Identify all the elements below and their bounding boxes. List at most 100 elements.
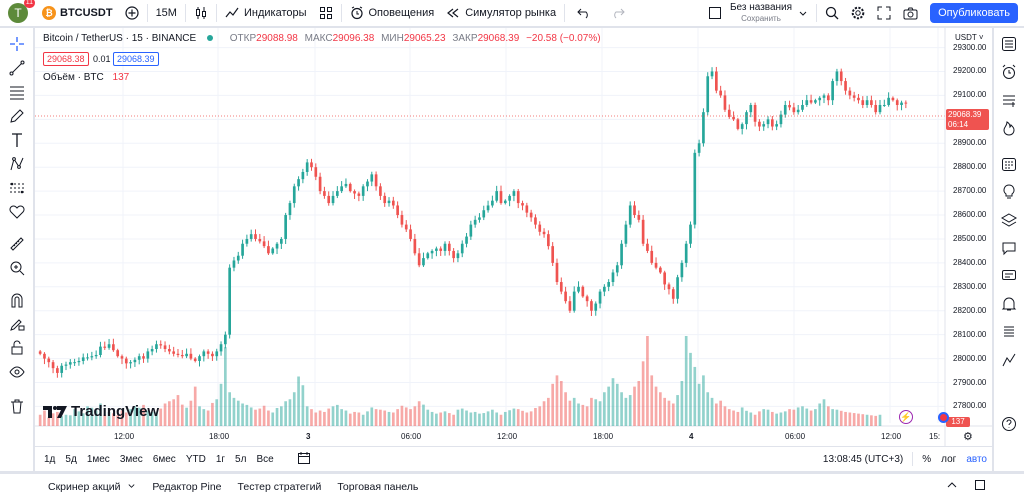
buy-price-box[interactable]: 29068.39	[113, 52, 159, 66]
range-button[interactable]: Все	[256, 453, 274, 465]
sell-price-box[interactable]: 29068.38	[43, 52, 89, 66]
data-window-icon[interactable]	[999, 90, 1019, 110]
tab-pine-editor[interactable]: Редактор Pine	[152, 480, 222, 493]
heart-icon[interactable]	[7, 202, 27, 222]
interval-button[interactable]: 15M	[150, 0, 183, 27]
volume-bar	[844, 411, 847, 426]
range-button[interactable]: 5л	[235, 453, 247, 465]
pattern-tool-icon[interactable]	[7, 154, 27, 174]
text-tool-icon[interactable]	[7, 130, 27, 150]
undo-button[interactable]	[567, 0, 601, 27]
range-button[interactable]: 6мес	[152, 453, 176, 465]
lock-icon[interactable]	[7, 338, 27, 358]
publish-button[interactable]: Опубликовать	[930, 3, 1018, 23]
volume-bar	[874, 415, 878, 426]
depth-icon[interactable]	[999, 350, 1019, 370]
candlestick-chart[interactable]	[35, 28, 992, 446]
volume-bar	[68, 415, 72, 426]
chat-icon[interactable]	[999, 238, 1019, 258]
messages-icon[interactable]	[999, 266, 1019, 286]
layers-icon[interactable]	[999, 210, 1019, 230]
range-button[interactable]: 3мес	[119, 453, 143, 465]
trash-icon[interactable]	[7, 396, 27, 416]
symbol-search-button[interactable]: ₿ BTCUSDT	[36, 0, 119, 27]
lock-drawings-pencil-icon[interactable]	[7, 314, 27, 334]
candle-body	[680, 262, 684, 278]
magnet-icon[interactable]	[7, 290, 27, 310]
snapshot-button[interactable]	[897, 0, 924, 27]
clock-timezone[interactable]: 13:08:45 (UTC+3)	[822, 453, 904, 465]
chart-type-button[interactable]	[188, 0, 214, 27]
volume-bar	[327, 408, 331, 426]
volume-label[interactable]: Объём · BTC	[43, 72, 104, 83]
fullscreen-button[interactable]	[871, 0, 897, 27]
chart-pane[interactable]: Bitcoin / TetherUS · 15 · BINANCE ОТКР29…	[35, 28, 992, 471]
range-button[interactable]: 5д	[65, 453, 77, 465]
range-button[interactable]: 1мес	[86, 453, 110, 465]
indicators-icon	[225, 7, 239, 18]
calendar-icon[interactable]	[999, 154, 1019, 174]
bottom-panel: Скринер акций Редактор Pine Тестер страт…	[0, 473, 1024, 499]
bell-icon[interactable]	[999, 294, 1019, 314]
axis-settings-icon[interactable]: ⚙	[963, 431, 973, 443]
gear-icon	[851, 6, 865, 20]
candle-body	[409, 229, 412, 239]
candle-body	[689, 224, 692, 244]
divider	[184, 4, 186, 22]
lightning-icon[interactable]: ⚡	[899, 410, 913, 424]
watchlist-icon[interactable]	[999, 34, 1019, 54]
candle-body	[693, 152, 697, 225]
percent-toggle[interactable]: %	[922, 453, 932, 465]
search-button[interactable]	[819, 0, 845, 27]
zoom-in-icon[interactable]	[7, 258, 27, 278]
range-button[interactable]: 1д	[44, 453, 56, 465]
help-icon[interactable]	[999, 414, 1019, 434]
candle-body	[86, 357, 89, 359]
layout-button[interactable]: Без названия Сохранить	[702, 0, 814, 27]
candle-body	[275, 243, 279, 249]
range-button[interactable]: YTD	[185, 453, 206, 465]
go-to-date-icon[interactable]	[297, 451, 311, 468]
candle-body	[564, 291, 567, 302]
ruler-icon[interactable]	[7, 234, 27, 254]
maximize-panel-icon[interactable]	[966, 479, 1024, 494]
candle-body	[348, 183, 352, 192]
redo-button[interactable]	[601, 0, 635, 27]
order-book-icon[interactable]	[999, 322, 1019, 342]
tab-strategy-tester[interactable]: Тестер стратегий	[237, 480, 322, 493]
series-title[interactable]: Bitcoin / TetherUS · 15 · BINANCE	[43, 33, 197, 44]
compare-add-button[interactable]	[119, 0, 145, 27]
price-tick-label: 28700.00	[953, 186, 987, 196]
auto-toggle[interactable]: авто	[966, 453, 987, 465]
currency-selector[interactable]: USDT ˅	[955, 33, 984, 42]
candle-body	[831, 81, 834, 101]
tab-stock-screener[interactable]: Скринер акций	[0, 481, 144, 493]
range-button[interactable]: 1г	[215, 453, 226, 465]
alarm-clock-icon[interactable]	[999, 62, 1019, 82]
prediction-tool-icon[interactable]	[7, 178, 27, 198]
volume-bar	[831, 409, 834, 426]
volume-bar	[870, 415, 873, 426]
alerts-button[interactable]: Оповещения	[344, 0, 441, 27]
candle-body	[391, 200, 395, 206]
hotlist-fire-icon[interactable]	[999, 118, 1019, 138]
tab-trading-panel[interactable]: Торговая панель	[337, 480, 419, 493]
templates-button[interactable]	[313, 0, 339, 27]
crosshair-tool-icon[interactable]	[7, 34, 27, 54]
volume-bar	[387, 411, 391, 426]
brush-tool-icon[interactable]	[7, 106, 27, 126]
ideas-bulb-icon[interactable]	[999, 182, 1019, 202]
candle-body	[805, 100, 809, 105]
time-tick-label: 15:	[929, 432, 941, 441]
trend-line-tool-icon[interactable]	[7, 58, 27, 78]
user-avatar[interactable]: T 11	[8, 0, 35, 23]
candle-body	[198, 356, 201, 361]
fib-tool-icon[interactable]	[7, 82, 27, 102]
collapse-panel-icon[interactable]	[938, 480, 966, 493]
settings-button[interactable]	[845, 0, 871, 27]
log-toggle[interactable]: лог	[941, 453, 957, 465]
eye-icon[interactable]	[7, 362, 27, 382]
candle-body	[542, 231, 546, 235]
replay-button[interactable]: Симулятор рынка	[440, 0, 562, 27]
indicators-button[interactable]: Индикаторы	[219, 0, 313, 27]
